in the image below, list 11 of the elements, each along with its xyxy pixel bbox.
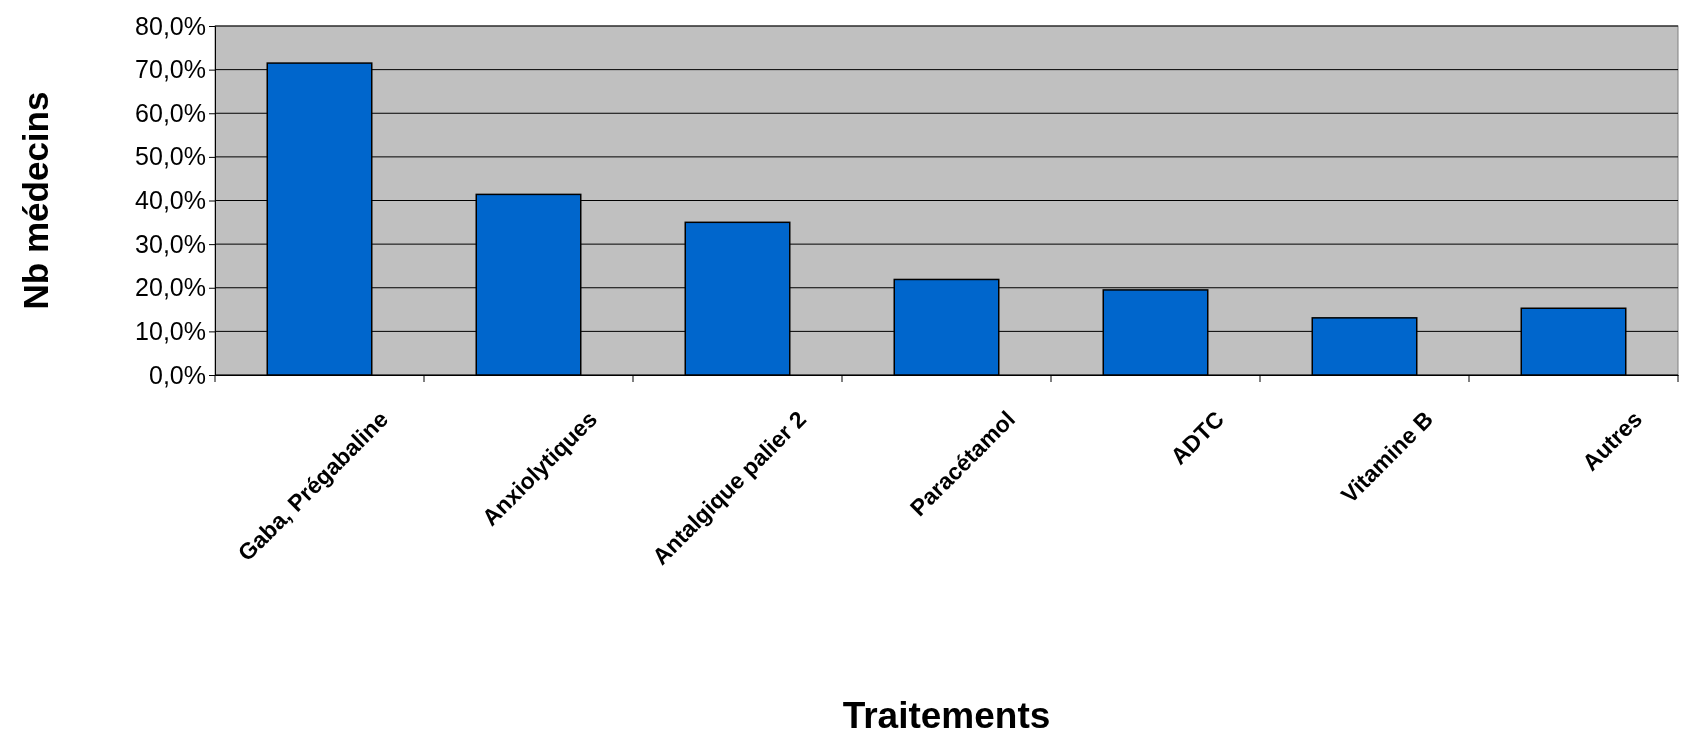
y-tick-label: 50,0% [135,142,206,171]
y-tick-label: 80,0% [135,11,206,40]
y-tick-label: 20,0% [135,273,206,302]
y-tick-label: 30,0% [135,229,206,258]
y-tick-label: 10,0% [135,316,206,345]
y-tick-label: 60,0% [135,98,206,127]
y-tick-label: 70,0% [135,55,206,84]
y-tick-label: 40,0% [135,186,206,214]
y-tick-label: 0,0% [149,360,206,389]
x-axis-title: Traitements [842,695,1051,736]
y-axis-title: Nb médecins [16,91,55,310]
